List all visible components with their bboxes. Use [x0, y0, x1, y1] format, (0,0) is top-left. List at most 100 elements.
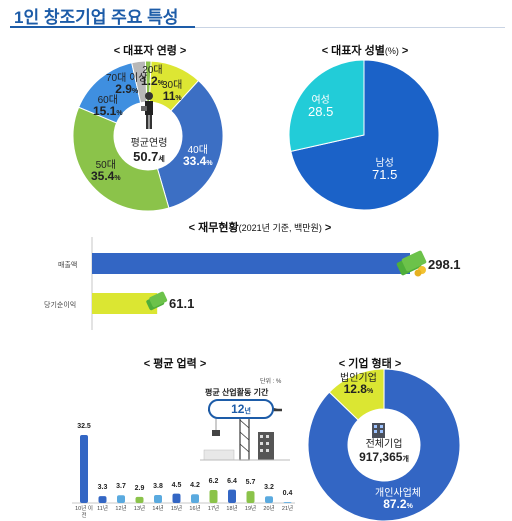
tenure-bar-8 — [228, 489, 236, 503]
tenure-value-label-6: 4.2 — [190, 482, 200, 490]
age-50s-unit: % — [114, 175, 121, 182]
type-indiv-num: 87.2 — [383, 497, 407, 511]
age-label-30s-name: 30대 — [162, 80, 183, 91]
gender-male-name: 남성 — [375, 158, 394, 169]
age-50s-num: 35.4 — [91, 169, 115, 183]
tenure-value-label-11: 0.4 — [282, 490, 293, 498]
age-label-40s: 40대 33.4% — [183, 145, 213, 169]
gender-title-close: > — [398, 45, 409, 57]
age-label-70s-value: 2.9% — [106, 82, 148, 97]
age-chart-title: < 대표자 연령 > — [113, 45, 187, 57]
tenure-bar-4 — [154, 495, 162, 503]
finance-title-close: > — [321, 222, 332, 234]
age-label-50s-name: 50대 — [95, 160, 116, 171]
total-firms-value: 917,365개 — [349, 451, 419, 466]
gender-slice-0 — [290, 59, 440, 211]
tenure-category-label-1: 11년 — [97, 506, 108, 512]
gender-female-value: 28.5 — [308, 104, 334, 119]
age-label-40s-name: 40대 — [187, 145, 208, 156]
age-label-60s-value: 15.1% — [93, 104, 123, 119]
type-indiv-value: 87.2% — [375, 497, 421, 512]
age-slice-2 — [156, 79, 224, 209]
age-label-50s: 50대 35.4% — [91, 160, 121, 184]
tenure-value-label-3: 2.9 — [134, 484, 145, 492]
age-60s-num: 15.1 — [93, 104, 117, 118]
age-label-30s: 30대 11% — [162, 80, 182, 104]
finance-bars — [92, 253, 410, 314]
type-corp-value: 12.8% — [340, 382, 377, 397]
tenure-bar-10 — [265, 496, 273, 503]
tenure-category-label-11: 21년 — [281, 506, 294, 512]
tenure-bar-0 — [80, 435, 88, 503]
age-label-20s-name: 20대 — [142, 65, 163, 76]
tenure-chart-title: < 평균 업력 > — [143, 358, 207, 370]
tenure-value-label-5: 4.5 — [171, 481, 182, 489]
total-firms-num: 917,365 — [359, 450, 403, 464]
finance-value-profit: 61.1 — [169, 296, 195, 311]
age-40s-unit: % — [206, 160, 213, 167]
tenure-bar-1 — [98, 496, 107, 503]
age-70s-unit: % — [131, 88, 139, 95]
money-stack-icon — [396, 250, 427, 277]
tenure-category-label-4: 14년 — [152, 506, 164, 512]
total-firms-unit: 개 — [402, 456, 409, 463]
money-stack-small-icon — [146, 291, 168, 311]
finance-cat-profit: 당기순이익 — [44, 302, 77, 309]
tenure-value-label-4: 3.8 — [153, 483, 163, 491]
type-slice-1 — [307, 368, 461, 521]
tenure-category-label-2: 12년 — [115, 506, 127, 512]
tenure-bars — [80, 435, 292, 503]
age-60s-unit: % — [116, 110, 123, 117]
age-label-30s-value: 11% — [162, 90, 182, 104]
tenure-annotation-pill: 12년 — [208, 399, 274, 419]
age-label-70s: 70대 이상 2.9% — [106, 73, 148, 97]
gender-female-name: 여성 — [311, 95, 330, 106]
finance-bar-0 — [92, 253, 410, 274]
type-label-corp: 법인기업 12.8% — [340, 373, 377, 397]
tenure-category-label-6: 16년 — [189, 506, 201, 512]
tenure-value-label-7: 6.2 — [208, 478, 219, 486]
finance-chart-title: < 재무현황(2021년 기준, 백만원) > — [160, 219, 360, 235]
type-corp-unit: % — [366, 388, 374, 395]
tenure-category-label-7: 17년 — [207, 506, 220, 512]
age-label-70s-name: 70대 이상 — [106, 73, 148, 84]
tenure-bar-3 — [135, 496, 144, 503]
type-corp-num: 12.8 — [343, 382, 367, 396]
tenure-bar-11 — [283, 502, 292, 503]
type-donut — [307, 368, 461, 521]
type-indiv-unit: % — [406, 503, 413, 510]
tenure-category-label-3: 13년 — [133, 506, 146, 512]
finance-title-note: (2021년 기준, 백만원) — [238, 223, 322, 233]
total-firms-label: 전체기업 — [365, 439, 403, 450]
gender-title-unit: (%) — [384, 46, 399, 56]
tenure-bar-5 — [172, 493, 181, 503]
tenure-category-label-8: 18년 — [226, 506, 238, 512]
type-label-indiv: 개인사업체 87.2% — [375, 488, 421, 512]
title-divider — [195, 27, 505, 28]
title-underline — [10, 26, 195, 28]
tenure-category-label-10: 20년 — [263, 506, 275, 512]
tenure-annotation-title: 평균 산업활동 기간 — [205, 388, 269, 397]
avg-age-value: 50.7세 — [124, 150, 174, 166]
tenure-bar-2 — [117, 495, 125, 503]
finance-title-text: < 재무현황 — [188, 222, 239, 234]
avg-age-unit: 세 — [158, 156, 165, 163]
age-70s-num: 2.9 — [115, 82, 132, 96]
tenure-category-label-9: 19년 — [244, 506, 257, 512]
gender-slice-1 — [288, 59, 365, 152]
tenure-value-label-0: 32.5 — [77, 423, 91, 430]
tenure-value-label-8: 6.4 — [227, 477, 237, 485]
age-label-60s: 60대 15.1% — [93, 95, 123, 119]
type-chart-title: < 기업 형태 > — [338, 358, 402, 370]
type-corp-name: 법인기업 — [340, 373, 377, 384]
age-center-label: 평균연령 50.7세 — [124, 137, 174, 166]
tenure-unit-note: 단위 : % — [260, 379, 282, 385]
tenure-value-label-1: 3.3 — [97, 484, 108, 492]
gender-label-female: 여성 28.5 — [308, 95, 334, 119]
tenure-annotation-unit: 년 — [244, 408, 251, 415]
page-title: 1인 창조기업 주요 특성 — [14, 8, 179, 27]
age-label-40s-value: 33.4% — [183, 155, 213, 169]
tenure-bar-6 — [191, 494, 199, 503]
gender-chart-title: < 대표자 성별(%) > — [305, 42, 425, 58]
age-label-20s: 20대 1.2% — [141, 65, 164, 89]
